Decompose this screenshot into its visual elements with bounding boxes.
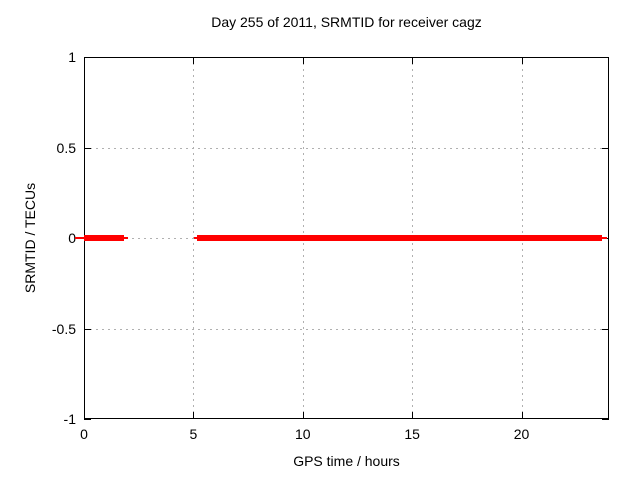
y-tick-mark-right: [602, 328, 609, 330]
data-series-segment: [197, 235, 603, 241]
y-tick-mark: [84, 57, 91, 58]
y-tick-mark-right: [602, 147, 609, 149]
x-tick-label: 15: [404, 426, 420, 442]
x-tick-label: 20: [513, 426, 530, 442]
x-tick-label: 10: [294, 426, 311, 442]
y-tick-mark: [84, 328, 91, 330]
data-series-segment: [194, 237, 198, 239]
x-tick-mark-top: [193, 57, 195, 64]
x-tick-mark: [302, 412, 304, 419]
x-tick-mark: [84, 412, 85, 419]
data-series-segment: [124, 237, 128, 239]
x-tick-mark: [521, 412, 523, 419]
x-tick-mark-top: [84, 57, 85, 64]
x-tick-mark: [412, 412, 414, 419]
y-tick-label: 1: [68, 49, 76, 65]
chart-title: Day 255 of 2011, SRMTID for receiver cag…: [211, 14, 482, 30]
y-tick-label: -0.5: [51, 320, 76, 337]
data-series-segment: [602, 237, 607, 239]
y-tick-label: -1: [63, 411, 76, 427]
x-axis-label: GPS time / hours: [293, 453, 400, 469]
horizontal-gridline: [84, 147, 609, 149]
y-tick-mark: [84, 419, 91, 420]
horizontal-gridline: [84, 328, 609, 330]
x-tick-label: 5: [189, 426, 198, 442]
data-series-segment: [84, 235, 125, 241]
x-tick-mark: [193, 412, 195, 419]
x-tick-mark-top: [412, 57, 414, 64]
x-tick-mark-top: [521, 57, 523, 64]
data-series-segment: [75, 237, 84, 239]
x-tick-label: 0: [80, 426, 88, 442]
y-tick-label: 0: [68, 230, 76, 246]
y-tick-mark-right: [602, 57, 609, 58]
x-tick-mark-top: [302, 57, 304, 64]
y-tick-label: 0.5: [56, 139, 76, 156]
y-tick-mark: [84, 147, 91, 149]
y-tick-mark-right: [602, 419, 609, 420]
